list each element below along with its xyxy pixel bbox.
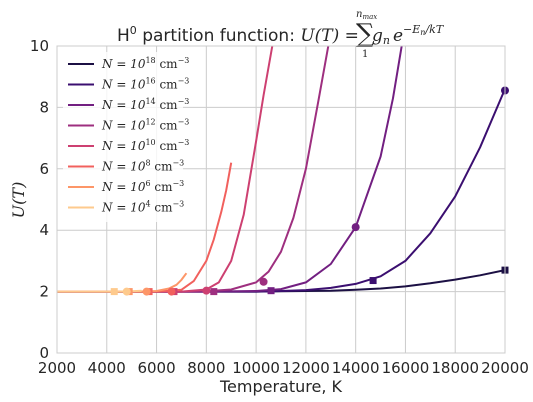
- x-tick-label: 18000: [431, 359, 479, 377]
- legend-label-0: N = 1018 cm−3: [101, 56, 189, 71]
- y-ticks: 0 2 4 6 8 10: [30, 37, 49, 362]
- y-tick-label: 8: [39, 98, 49, 116]
- x-tick-label: 12000: [282, 359, 330, 377]
- y-tick-label: 10: [30, 37, 49, 55]
- circle-marker-2: [351, 223, 360, 232]
- y-tick-label: 2: [39, 283, 49, 301]
- title-prefix: H: [117, 26, 130, 46]
- x-tick-label: 6000: [137, 359, 175, 377]
- title-sum-lower: 1: [362, 49, 368, 60]
- title-middle: partition function:: [137, 26, 301, 46]
- square-marker-2: [267, 287, 275, 295]
- x-tick-label: 4000: [88, 359, 126, 377]
- circle-marker-7: [122, 287, 131, 296]
- legend-label-2: N = 1014 cm−3: [101, 97, 189, 112]
- legend-label-4: N = 1010 cm−3: [101, 138, 189, 153]
- title-formula-rhs: gn e−En/kT: [372, 23, 445, 47]
- markers-group: [110, 86, 509, 296]
- x-tick-label: 20000: [481, 359, 529, 377]
- square-marker-3: [210, 288, 218, 296]
- y-axis-title: U(T): [9, 182, 28, 219]
- square-marker-1: [369, 277, 377, 285]
- title-sum-upper: nmax: [356, 9, 377, 21]
- circle-marker-4: [202, 286, 211, 295]
- legend-label-3: N = 1012 cm−3: [101, 118, 189, 133]
- plot-frame: [56, 45, 506, 354]
- title-formula-lhs: U(T) =: [300, 26, 359, 46]
- x-axis-title: Temperature, K: [219, 377, 343, 396]
- circle-marker-3: [259, 277, 268, 286]
- title-superscript: 0: [130, 24, 137, 37]
- chart-title: H0 partition function: U(T) = nmax ∑ 1 g…: [117, 9, 445, 60]
- series-line-7: [57, 289, 142, 293]
- x-tick-label: 10000: [232, 359, 280, 377]
- series-line-2: [57, 46, 403, 293]
- x-tick-label: 8000: [187, 359, 225, 377]
- legend: N = 1018 cm−3 N = 1016 cm−3 N = 1014 cm−3 N…: [63, 52, 189, 222]
- x-ticks: 2000 4000 6000 8000 10000 12000 14000 16000 1800…: [38, 359, 529, 377]
- y-tick-label: 4: [39, 221, 49, 239]
- legend-label-5: N = 108 cm−3: [101, 159, 184, 174]
- legend-label-7: N = 104 cm−3: [101, 200, 184, 215]
- series-line-5: [57, 162, 233, 293]
- y-tick-label: 6: [39, 160, 49, 178]
- circle-marker-6: [142, 287, 151, 296]
- legend-label-6: N = 106 cm−3: [101, 179, 184, 194]
- svg-text:H0 partition function: U(T) =: H0 partition function: U(T) =: [117, 24, 359, 46]
- y-tick-label: 0: [39, 344, 49, 362]
- circle-marker-5: [167, 287, 176, 296]
- x-tick-label: 2000: [38, 359, 76, 377]
- legend-label-1: N = 1016 cm−3: [101, 77, 189, 92]
- x-tick-label: 16000: [382, 359, 430, 377]
- x-tick-label: 14000: [332, 359, 380, 377]
- square-marker-7: [110, 288, 118, 296]
- title-sum-symbol: ∑: [356, 19, 375, 49]
- series-line-3: [57, 46, 330, 293]
- legend-box: [63, 52, 183, 222]
